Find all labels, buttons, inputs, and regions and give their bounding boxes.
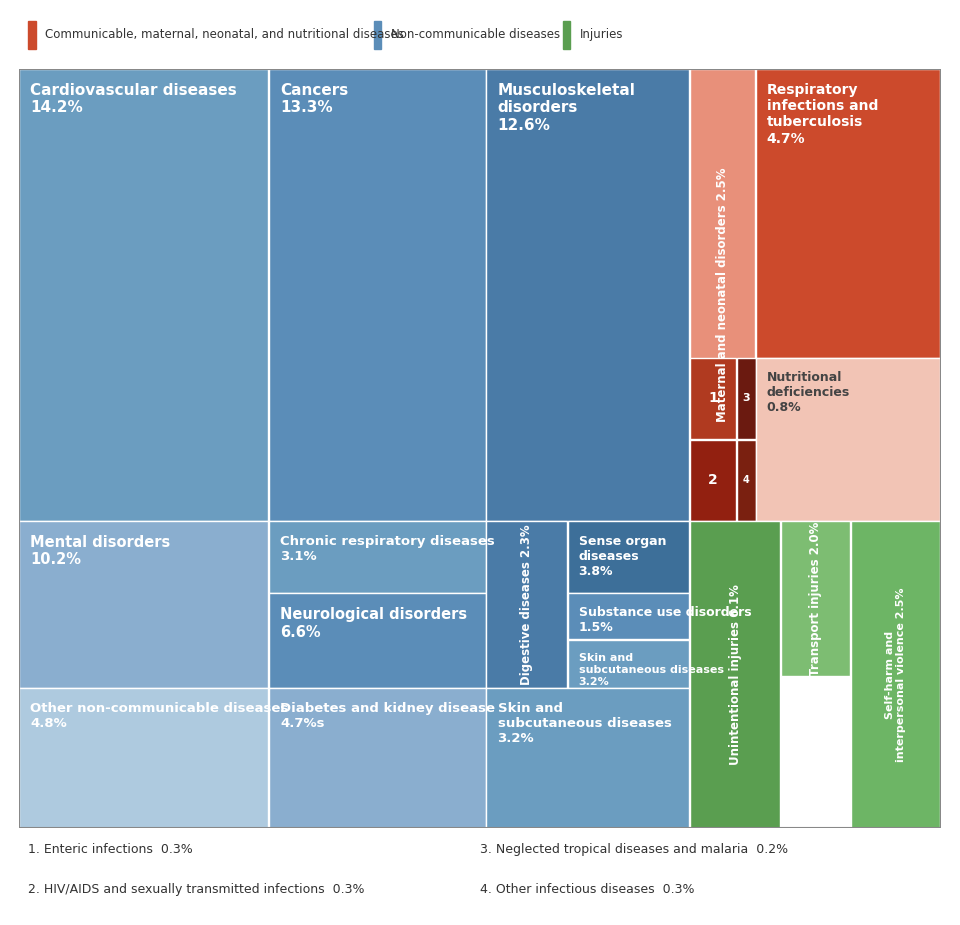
Text: 4. Other infectious diseases  0.3%: 4. Other infectious diseases 0.3% (480, 883, 694, 896)
Bar (269, 594, 486, 687)
Text: Substance use disorders
1.5%: Substance use disorders 1.5% (579, 607, 752, 635)
Text: 4: 4 (743, 475, 750, 485)
Bar (487, 522, 566, 687)
Text: 3: 3 (742, 393, 750, 403)
Bar (737, 358, 756, 438)
Text: Transport injuries 2.0%: Transport injuries 2.0% (809, 522, 823, 676)
Text: Chronic respiratory diseases
3.1%: Chronic respiratory diseases 3.1% (280, 535, 494, 563)
Bar (269, 688, 486, 828)
Bar (737, 439, 756, 521)
Text: Injuries: Injuries (580, 28, 623, 42)
Text: Mental disorders
10.2%: Mental disorders 10.2% (31, 535, 171, 568)
Text: 1: 1 (708, 391, 718, 405)
Text: Communicable, maternal, neonatal, and nutritional diseases: Communicable, maternal, neonatal, and nu… (45, 28, 404, 42)
Text: Cancers
13.3%: Cancers 13.3% (280, 83, 348, 116)
Text: Musculoskeletal
disorders
12.6%: Musculoskeletal disorders 12.6% (497, 83, 636, 133)
Bar (269, 522, 486, 593)
Bar (781, 522, 851, 676)
Bar (690, 439, 736, 521)
Bar (487, 688, 689, 828)
Text: Unintentional injuries 6.1%: Unintentional injuries 6.1% (729, 585, 742, 765)
Text: Respiratory
infections and
tuberculosis
4.7%: Respiratory infections and tuberculosis … (767, 83, 878, 145)
Text: Cardiovascular diseases
14.2%: Cardiovascular diseases 14.2% (31, 83, 237, 116)
Text: 2. HIV/AIDS and sexually transmitted infections  0.3%: 2. HIV/AIDS and sexually transmitted inf… (29, 883, 365, 896)
Bar (852, 522, 940, 828)
Bar (567, 593, 689, 639)
Bar (374, 20, 381, 49)
Text: Skin and
subcutaneous diseases
3.2%: Skin and subcutaneous diseases 3.2% (579, 653, 724, 686)
Text: Nutritional
deficiencies
0.8%: Nutritional deficiencies 0.8% (767, 371, 850, 414)
Bar (756, 358, 940, 521)
Bar (29, 20, 36, 49)
Bar (19, 69, 268, 521)
Bar (563, 20, 570, 49)
Text: Neurological disorders
6.6%: Neurological disorders 6.6% (280, 607, 468, 639)
Bar (690, 522, 780, 828)
Text: Other non-communicable diseases
4.8%: Other non-communicable diseases 4.8% (31, 702, 289, 730)
Text: Maternal and neonatal disorders 2.5%: Maternal and neonatal disorders 2.5% (716, 167, 729, 423)
Text: Digestive diseases 2.3%: Digestive diseases 2.3% (520, 524, 533, 684)
Text: Non-communicable diseases: Non-communicable diseases (391, 28, 560, 42)
Bar (567, 640, 689, 687)
Bar (487, 69, 689, 521)
Text: Skin and
subcutaneous diseases
3.2%: Skin and subcutaneous diseases 3.2% (497, 702, 671, 745)
Text: Diabetes and kidney disease
4.7%s: Diabetes and kidney disease 4.7%s (280, 702, 495, 730)
Text: Self-harm and
interpersonal violence 2.5%: Self-harm and interpersonal violence 2.5… (885, 587, 906, 762)
Text: Sense organ
diseases
3.8%: Sense organ diseases 3.8% (579, 535, 666, 578)
Text: 3. Neglected tropical diseases and malaria  0.2%: 3. Neglected tropical diseases and malar… (480, 843, 788, 856)
Bar (567, 522, 689, 593)
Bar (690, 69, 755, 521)
Text: 1. Enteric infections  0.3%: 1. Enteric infections 0.3% (29, 843, 193, 856)
Bar (269, 69, 486, 521)
Bar (19, 522, 268, 687)
Bar (756, 69, 940, 358)
Bar (19, 688, 268, 828)
Bar (690, 358, 736, 438)
Text: 2: 2 (708, 473, 718, 487)
